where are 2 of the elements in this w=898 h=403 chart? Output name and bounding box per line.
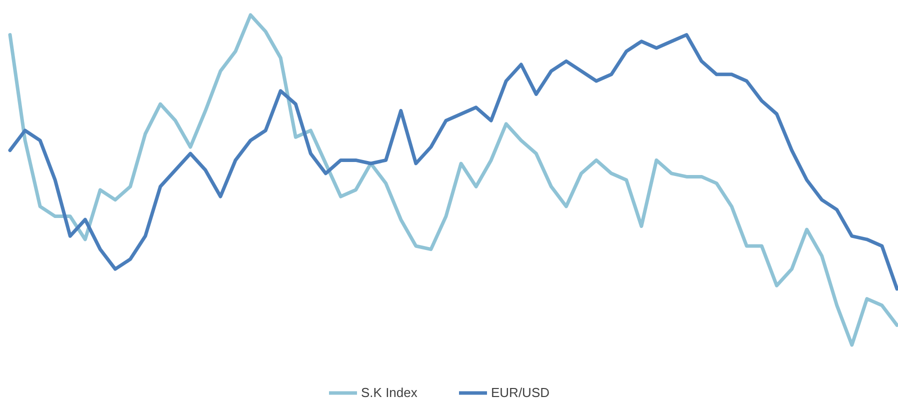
legend-label: S.K Index <box>361 385 418 400</box>
legend-label: EUR/USD <box>491 385 550 400</box>
